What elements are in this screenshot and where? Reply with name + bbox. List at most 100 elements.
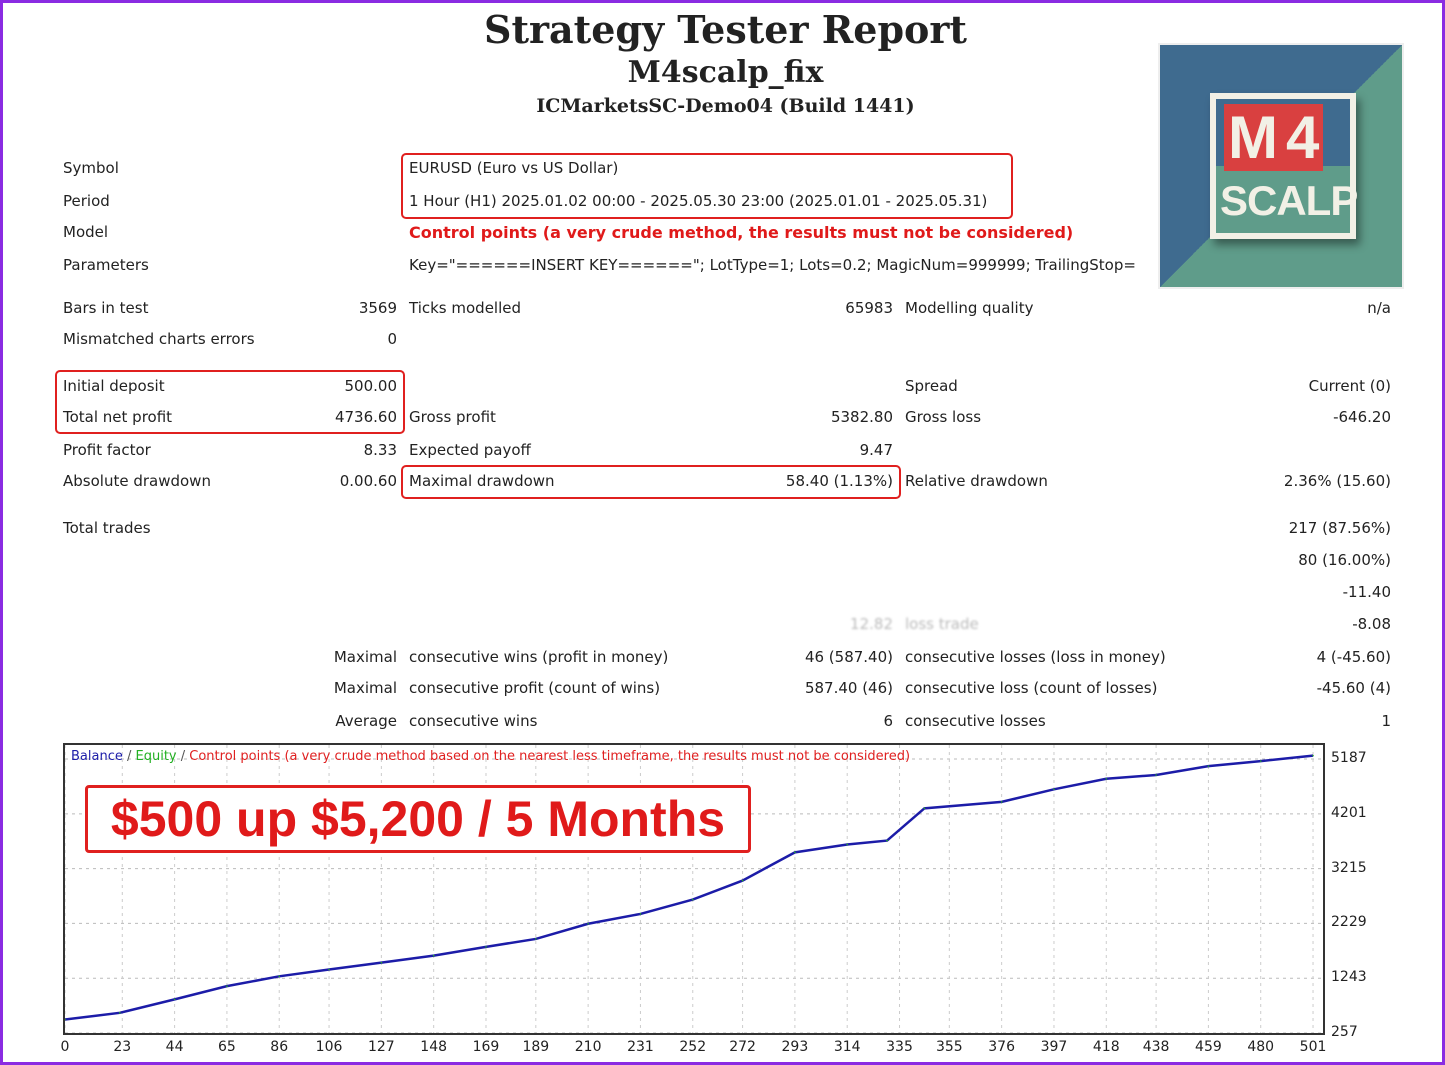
- abs-dd-value: 0.00.60: [339, 472, 397, 490]
- abs-dd-label: Absolute drawdown: [63, 472, 211, 490]
- x-tick-label: 106: [315, 1039, 343, 1055]
- balance-point: [1312, 754, 1314, 757]
- x-tick-label: 210: [574, 1039, 602, 1055]
- row4-right-value: -8.08: [1352, 615, 1391, 633]
- profit-factor-value: 8.33: [363, 441, 397, 459]
- row2-right-value: 80 (16.00%): [1298, 551, 1391, 569]
- balance-point: [886, 839, 888, 842]
- legend-equity: Equity: [135, 749, 177, 764]
- server-name: ICMarketsSC-Demo04 (Build 1441): [536, 95, 915, 117]
- balance-point: [794, 851, 796, 854]
- balance-point: [65, 1018, 66, 1021]
- row4-mid-value: 12.82: [850, 615, 893, 633]
- row3-right-value: -11.40: [1342, 583, 1391, 601]
- balance-point: [1207, 765, 1210, 767]
- maximal-label: Maximal: [333, 679, 397, 697]
- promo-overlay: $500 up $5,200 / 5 Months: [85, 785, 751, 853]
- balance-point: [587, 922, 589, 925]
- cons-loss-value: -45.60 (4): [1316, 679, 1391, 697]
- model-value: Control points (a very crude method, the…: [409, 223, 1074, 242]
- x-tick-label: 65: [217, 1039, 236, 1055]
- x-tick-label: 459: [1195, 1039, 1222, 1055]
- x-tick-label: 438: [1142, 1039, 1170, 1055]
- drawdown-highlight: [401, 465, 901, 499]
- quality-label: Modelling quality: [905, 299, 1034, 317]
- x-tick-label: 169: [472, 1039, 500, 1055]
- rel-dd-label: Relative drawdown: [905, 472, 1048, 490]
- net-profit-value: 4736.60: [334, 408, 397, 426]
- balance-point: [923, 807, 926, 810]
- balance-point: [119, 1012, 121, 1014]
- deposit-label: Initial deposit: [63, 377, 165, 395]
- cons-wins-money-label: consecutive wins (profit in money): [409, 648, 669, 666]
- x-tick-label: 501: [1299, 1039, 1327, 1055]
- balance-point: [328, 968, 330, 971]
- cons-wins-money-value: 46 (587.40): [804, 648, 893, 666]
- chart-legend: Balance / Equity / Control points (a ver…: [71, 749, 911, 764]
- y-tick-label: 3215: [1331, 859, 1367, 876]
- gross-loss-label: Gross loss: [905, 408, 982, 426]
- x-tick-label: 231: [627, 1039, 654, 1055]
- trades-right-value: 217 (87.56%): [1288, 519, 1391, 537]
- bars-value: 3569: [358, 299, 397, 317]
- deposit-profit-highlight: [55, 370, 405, 434]
- spread-label: Spread: [905, 377, 958, 395]
- average-label: Average: [335, 712, 397, 730]
- avg-wins-value: 6: [883, 712, 893, 730]
- x-tick-label: 272: [729, 1039, 756, 1055]
- y-tick-label: 257: [1331, 1024, 1358, 1040]
- x-tick-label: 148: [420, 1039, 448, 1055]
- x-tick-label: 127: [367, 1039, 395, 1055]
- y-tick-label: 2229: [1331, 914, 1367, 931]
- deposit-value: 500.00: [344, 377, 398, 395]
- cons-profit-value: 587.40 (46): [804, 679, 893, 697]
- parameters-label: Parameters: [63, 256, 149, 274]
- cons-profit-label: consecutive profit (count of wins): [409, 679, 661, 697]
- net-profit-label: Total net profit: [63, 408, 173, 426]
- x-tick-label: 376: [988, 1039, 1015, 1055]
- balance-point: [1053, 788, 1055, 791]
- legend-control: Control points (a very crude method base…: [189, 749, 911, 764]
- cons-loss-label: consecutive loss (count of losses): [905, 679, 1158, 697]
- y-tick-label: 4201: [1331, 804, 1367, 821]
- x-tick-label: 23: [113, 1039, 132, 1055]
- balance-point: [639, 913, 642, 915]
- x-tick-label: 189: [522, 1039, 550, 1055]
- balance-point: [1000, 801, 1003, 803]
- report-title: Strategy Tester Report: [484, 7, 967, 52]
- quality-value: n/a: [1367, 299, 1391, 317]
- mismatch-value: 0: [387, 330, 397, 348]
- cons-losses-money-value: 4 (-45.60): [1316, 648, 1391, 666]
- row4-label: loss trade: [905, 615, 979, 633]
- balance-point: [278, 975, 281, 978]
- x-tick-label: 418: [1092, 1039, 1120, 1055]
- balance-point: [432, 954, 435, 957]
- x-tick-label: 86: [270, 1039, 289, 1055]
- period-label: Period: [63, 192, 110, 210]
- mismatch-label: Mismatched charts errors: [63, 330, 255, 348]
- gross-profit-label: Gross profit: [409, 408, 496, 426]
- avg-losses-label: consecutive losses: [905, 712, 1046, 730]
- cons-losses-money-label: consecutive losses (loss in money): [905, 648, 1166, 666]
- avg-losses-value: 1: [1381, 712, 1391, 730]
- rel-dd-value: 2.36% (15.60): [1283, 472, 1391, 490]
- symbol-label: Symbol: [63, 159, 119, 177]
- gross-loss-value: -646.20: [1333, 408, 1391, 426]
- gross-profit-value: 5382.80: [830, 408, 893, 426]
- avg-wins-label: consecutive wins: [409, 712, 538, 730]
- ticks-value: 65983: [845, 299, 893, 317]
- balance-point: [691, 898, 694, 901]
- x-tick-label: 480: [1247, 1039, 1275, 1055]
- balance-point: [741, 879, 744, 882]
- symbol-value: EURUSD (Euro vs US Dollar): [409, 159, 619, 177]
- x-tick-label: 397: [1040, 1039, 1068, 1055]
- ticks-label: Ticks modelled: [409, 299, 522, 317]
- x-tick-label: 335: [886, 1039, 913, 1055]
- symbol-period-highlight: [401, 153, 1013, 219]
- legend-balance: Balance: [71, 749, 123, 764]
- expert-name: M4scalp_fix: [627, 55, 824, 90]
- profit-factor-label: Profit factor: [63, 441, 151, 459]
- x-tick-label: 44: [165, 1039, 184, 1055]
- balance-point: [485, 946, 487, 948]
- y-tick-label: 5187: [1331, 750, 1367, 767]
